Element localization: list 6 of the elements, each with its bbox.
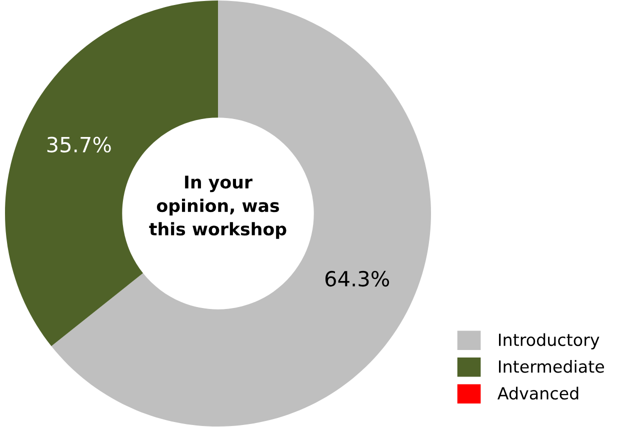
legend-label: Intermediate [498,360,604,373]
text: In your opinion, was this workshop [149,176,286,239]
legend-label: Advanced [497,386,578,400]
data-label: 64.3% [325,270,390,287]
legend-label: Introductory [498,333,600,350]
data-label: 35.7% [47,136,111,152]
